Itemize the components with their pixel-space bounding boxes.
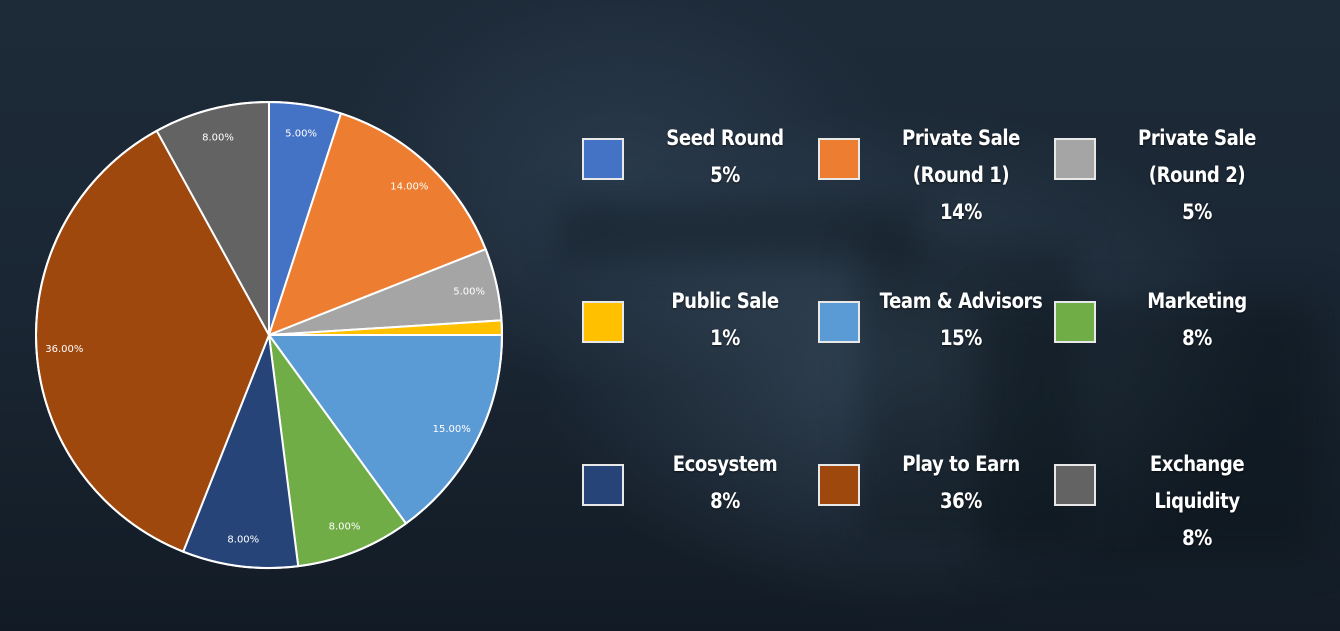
slice-label-exchange-liquidity: 8.00% [202,132,234,143]
legend-item-team-advisors: Team & Advisors 15% [806,283,1056,403]
legend-label: Team & Advisors 15% [879,283,1043,357]
legend-name-line: Exchange Liquidity [1149,452,1245,513]
legend-item-play-to-earn: Play to Earn 36% [806,446,1056,566]
legend-item-exchange-liquidity: Exchange Liquidity 8% [1042,446,1292,566]
pie-chart: 5.00% 14.00% 5.00% 15.00% 8.00% 8.00% 36.00% 8.… [35,100,504,569]
legend-swatch [818,301,860,343]
legend-label: Private Sale (Round 2) 5% [1115,120,1278,231]
legend-item-seed-round: Seed Round 5% [570,120,820,240]
legend-label: Exchange Liquidity 8% [1115,446,1278,557]
legend-percent: 36% [940,489,982,513]
pie-outline [35,101,503,569]
legend-item-ecosystem: Ecosystem 8% [570,446,820,566]
legend-percent: 8% [1182,526,1212,550]
legend-item-private-sale-round-1: Private Sale (Round 1) 14% [806,120,1056,240]
legend-percent: 8% [1182,326,1212,350]
legend-label: Marketing 8% [1115,283,1278,357]
slice-label-play-to-earn: 36.00% [45,344,83,355]
legend: Seed Round 5% Private Sale (Round 1) 14% Priv… [570,120,1330,550]
slice-label-ecosystem: 8.00% [227,534,259,545]
slice-label-private-sale-round-1: 14.00% [390,182,428,193]
legend-label: Play to Earn 36% [879,446,1042,520]
legend-name-line: Marketing [1147,289,1247,313]
legend-name-line: (Round 2) [1148,163,1246,187]
legend-label: Private Sale (Round 1) 14% [879,120,1042,231]
legend-swatch [582,138,624,180]
legend-label: Seed Round 5% [643,120,806,194]
legend-name-line: Seed Round [666,126,784,150]
legend-item-marketing: Marketing 8% [1042,283,1292,403]
legend-percent: 5% [1182,200,1212,224]
legend-name-line: Private Sale [902,126,1020,150]
legend-swatch [1054,301,1096,343]
slice-label-marketing: 8.00% [329,522,361,533]
legend-name-line: Team & Advisors [879,289,1043,313]
slice-label-seed-round: 5.00% [285,128,317,139]
slice-label-team-advisors: 15.00% [433,424,471,435]
legend-percent: 5% [710,163,740,187]
legend-swatch [582,464,624,506]
slice-label-private-sale-round-2: 5.00% [453,286,485,297]
legend-label: Public Sale 1% [643,283,806,357]
legend-name-line: Public Sale [671,289,779,313]
legend-name-line: Play to Earn [902,452,1020,476]
legend-name-line: Ecosystem [672,452,778,476]
legend-item-private-sale-round-2: Private Sale (Round 2) 5% [1042,120,1292,240]
legend-item-public-sale: Public Sale 1% [570,283,820,403]
legend-name-line: (Round 1) [912,163,1010,187]
legend-name-line: Private Sale [1138,126,1256,150]
legend-percent: 1% [710,326,740,350]
legend-percent: 15% [940,326,982,350]
legend-swatch [1054,138,1096,180]
legend-swatch [818,138,860,180]
legend-label: Ecosystem 8% [643,446,806,520]
legend-swatch [582,301,624,343]
legend-swatch [818,464,860,506]
legend-percent: 8% [710,489,740,513]
legend-swatch [1054,464,1096,506]
legend-percent: 14% [940,200,982,224]
